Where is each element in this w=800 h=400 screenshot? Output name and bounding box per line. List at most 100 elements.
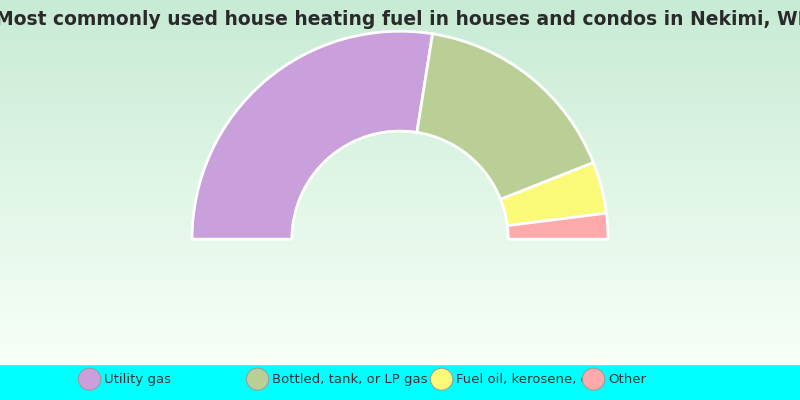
Bar bbox=[0, 121, 800, 124]
Bar bbox=[0, 343, 800, 346]
Bar bbox=[0, 130, 800, 134]
Bar bbox=[0, 249, 800, 252]
Bar bbox=[0, 15, 800, 18]
Bar bbox=[0, 297, 800, 300]
Bar bbox=[0, 331, 800, 334]
Bar bbox=[0, 264, 800, 267]
Bar bbox=[0, 267, 800, 270]
Bar bbox=[0, 167, 800, 170]
Bar bbox=[0, 273, 800, 276]
Bar bbox=[0, 134, 800, 136]
Bar bbox=[0, 218, 800, 222]
Bar bbox=[0, 3, 800, 6]
Bar bbox=[0, 142, 800, 146]
Bar bbox=[0, 46, 800, 48]
Bar bbox=[0, 124, 800, 127]
Bar bbox=[0, 48, 800, 52]
Bar bbox=[0, 346, 800, 349]
Bar bbox=[0, 234, 800, 237]
Bar bbox=[0, 109, 800, 112]
Bar bbox=[0, 115, 800, 118]
Bar bbox=[0, 215, 800, 218]
Bar bbox=[0, 224, 800, 228]
Bar bbox=[0, 324, 800, 328]
Wedge shape bbox=[507, 213, 608, 239]
Bar bbox=[0, 42, 800, 46]
Bar bbox=[0, 149, 800, 152]
Bar bbox=[0, 206, 800, 209]
Wedge shape bbox=[192, 31, 433, 239]
Bar bbox=[0, 355, 800, 358]
Bar bbox=[0, 127, 800, 130]
Bar bbox=[0, 285, 800, 288]
Bar bbox=[0, 12, 800, 15]
Bar bbox=[0, 334, 800, 337]
Bar bbox=[0, 212, 800, 215]
Bar bbox=[0, 18, 800, 21]
Text: Most commonly used house heating fuel in houses and condos in Nekimi, WI: Most commonly used house heating fuel in… bbox=[0, 10, 800, 29]
Bar bbox=[0, 9, 800, 12]
Bar bbox=[0, 243, 800, 246]
Bar bbox=[0, 24, 800, 27]
Bar bbox=[0, 61, 800, 64]
Ellipse shape bbox=[246, 368, 269, 390]
Bar bbox=[0, 97, 800, 100]
Bar bbox=[0, 209, 800, 212]
Bar bbox=[0, 316, 800, 318]
Bar bbox=[0, 200, 800, 203]
Bar bbox=[0, 270, 800, 273]
Bar bbox=[0, 306, 800, 310]
Bar bbox=[0, 194, 800, 197]
Bar bbox=[0, 179, 800, 182]
Bar bbox=[0, 152, 800, 155]
Bar bbox=[0, 112, 800, 115]
Bar bbox=[0, 276, 800, 279]
Bar bbox=[0, 246, 800, 249]
Bar bbox=[0, 282, 800, 285]
Bar bbox=[0, 91, 800, 94]
Bar bbox=[0, 222, 800, 224]
Bar bbox=[0, 294, 800, 297]
Bar bbox=[0, 58, 800, 61]
Bar bbox=[0, 340, 800, 343]
Bar bbox=[0, 318, 800, 322]
Bar bbox=[0, 103, 800, 106]
Bar bbox=[0, 322, 800, 324]
Bar bbox=[0, 6, 800, 9]
Bar bbox=[0, 300, 800, 303]
Bar bbox=[0, 140, 800, 142]
Bar bbox=[0, 100, 800, 103]
Bar bbox=[0, 76, 800, 79]
Bar bbox=[0, 303, 800, 306]
Bar bbox=[0, 146, 800, 149]
Ellipse shape bbox=[78, 368, 101, 390]
Bar bbox=[0, 197, 800, 200]
Bar bbox=[0, 328, 800, 331]
Bar bbox=[0, 240, 800, 243]
Bar bbox=[0, 70, 800, 73]
Bar bbox=[0, 203, 800, 206]
Bar bbox=[0, 27, 800, 30]
Bar bbox=[0, 288, 800, 291]
Bar bbox=[0, 252, 800, 255]
Bar bbox=[0, 136, 800, 140]
Bar bbox=[0, 279, 800, 282]
Bar bbox=[0, 88, 800, 91]
Bar bbox=[0, 188, 800, 191]
Bar bbox=[0, 33, 800, 36]
Text: Bottled, tank, or LP gas: Bottled, tank, or LP gas bbox=[272, 373, 427, 386]
Bar bbox=[0, 173, 800, 176]
Wedge shape bbox=[417, 34, 594, 199]
Bar bbox=[0, 52, 800, 55]
Bar bbox=[0, 161, 800, 164]
Bar bbox=[0, 182, 800, 185]
Bar bbox=[0, 337, 800, 340]
Bar bbox=[0, 170, 800, 173]
Bar bbox=[0, 352, 800, 355]
Bar bbox=[0, 94, 800, 97]
Bar bbox=[0, 106, 800, 109]
Bar bbox=[0, 312, 800, 316]
Bar bbox=[0, 36, 800, 40]
Bar bbox=[0, 255, 800, 258]
Bar bbox=[0, 185, 800, 188]
